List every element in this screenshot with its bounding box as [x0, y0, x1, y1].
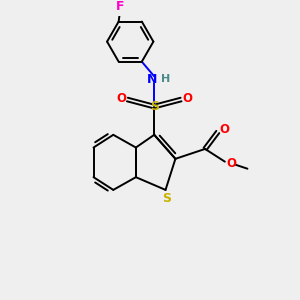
Text: N: N — [147, 73, 157, 86]
Text: O: O — [219, 123, 229, 136]
Text: O: O — [116, 92, 126, 105]
Text: S: S — [162, 192, 171, 205]
Text: H: H — [161, 74, 170, 84]
Text: F: F — [116, 0, 124, 13]
Text: O: O — [182, 92, 192, 105]
Text: O: O — [226, 158, 236, 170]
Text: S: S — [150, 100, 159, 113]
